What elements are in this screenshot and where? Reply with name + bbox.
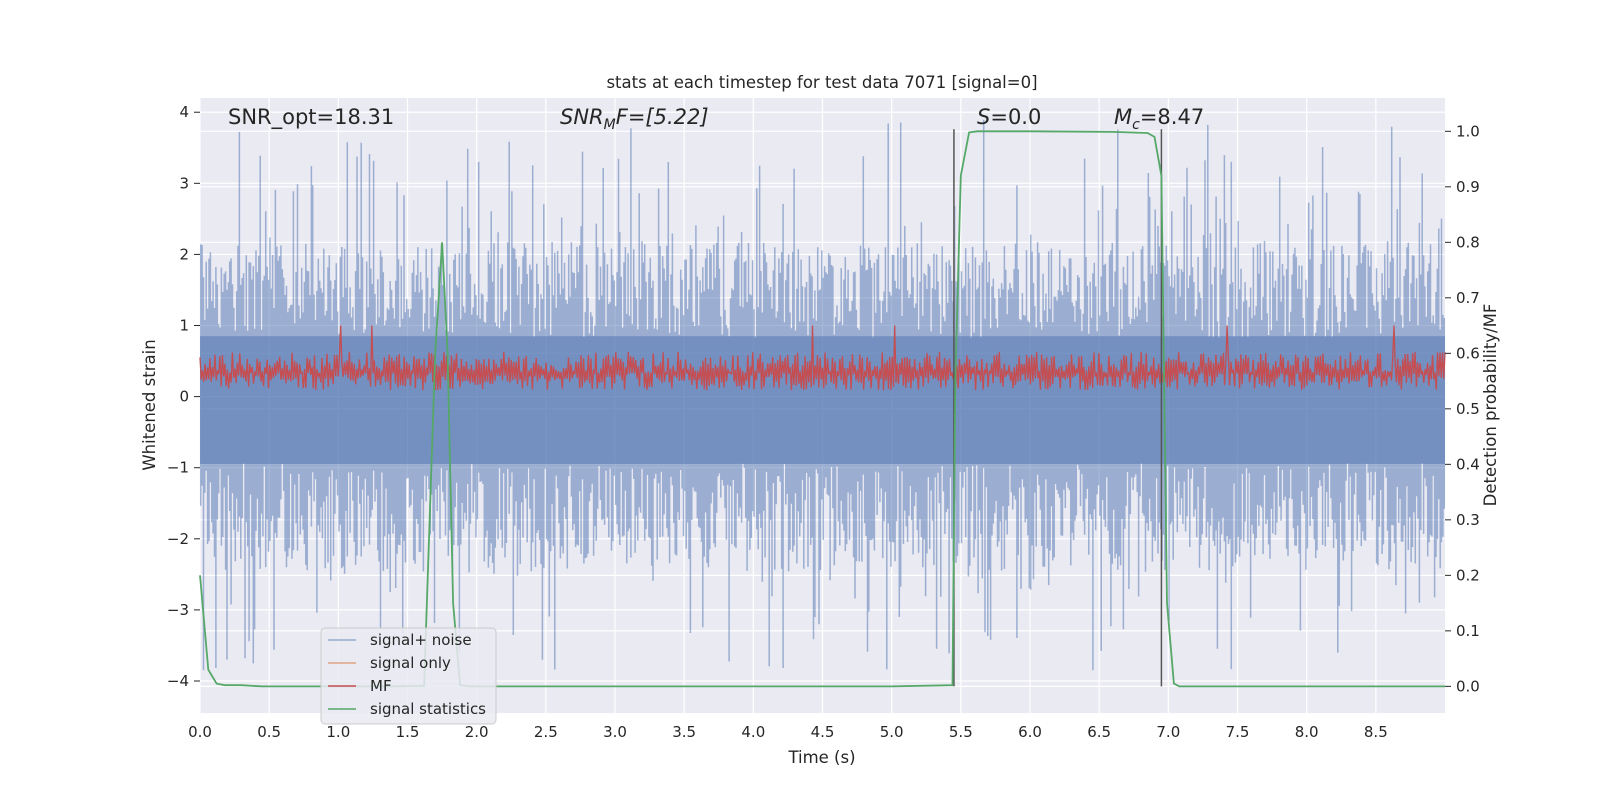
- y-tick-label-right: 0.3: [1456, 511, 1480, 529]
- s-annotation: S=0.0: [977, 105, 1041, 129]
- signal-statistics-series: [199, 130, 1445, 688]
- x-axis-label: Time (s): [787, 748, 855, 767]
- y-tick-label-right: 0.7: [1456, 289, 1480, 307]
- x-tick-label: 2.0: [465, 723, 489, 741]
- x-tick-label: 0.0: [188, 723, 212, 741]
- x-tick-label: 1.5: [396, 723, 420, 741]
- mf-trace: [199, 325, 1446, 391]
- y-tick-label-right: 0.9: [1456, 178, 1480, 196]
- y-tick-label-right: 0.4: [1456, 455, 1480, 473]
- left-y-axis-ticks: −4 −3 −2 −1 0 1 2 3 4: [167, 103, 200, 690]
- s-value: =0.0: [990, 105, 1041, 129]
- x-tick-label: 2.5: [534, 723, 558, 741]
- mc-value: =8.47: [1140, 105, 1204, 129]
- mc-annotation: Mc=8.47: [1114, 105, 1204, 133]
- x-tick-label: 1.0: [326, 723, 350, 741]
- y-tick-label-left: −2: [167, 530, 189, 548]
- right-y-axis-ticks: 0.0 0.1 0.2 0.3 0.4 0.5 0.6 0.7 0.8 0.9 1.0: [1445, 122, 1480, 695]
- y-tick-label-left: −1: [167, 459, 189, 477]
- x-tick-label: 0.5: [257, 723, 281, 741]
- legend-label-signal-noise: signal+ noise: [370, 631, 472, 649]
- mf-series: [199, 325, 1446, 391]
- chart-title: stats at each timestep for test data 707…: [606, 73, 1037, 92]
- signal-statistics-line: [199, 130, 1445, 688]
- y-tick-label-right: 1.0: [1456, 122, 1480, 140]
- y-tick-label-right: 0.5: [1456, 400, 1480, 418]
- left-y-axis-label: Whitened strain: [140, 339, 159, 470]
- snr-opt-annotation: SNR_opt=18.31: [228, 105, 394, 130]
- x-tick-label: 8.5: [1364, 723, 1388, 741]
- signal-noise-core: [200, 336, 1445, 465]
- x-tick-label: 7.0: [1156, 723, 1180, 741]
- mc-subscript: c: [1132, 117, 1140, 133]
- legend-label-signal-statistics: signal statistics: [370, 700, 486, 718]
- legend-box: [320, 627, 497, 725]
- x-tick-label: 8.0: [1295, 723, 1319, 741]
- snr-mf-symbol: SNR: [560, 105, 604, 129]
- y-tick-label-left: 4: [179, 103, 189, 121]
- y-tick-label-right: 0.2: [1456, 566, 1480, 584]
- x-tick-label: 5.0: [880, 723, 904, 741]
- y-tick-label-right: 0.8: [1456, 233, 1480, 251]
- y-tick-label-left: 0: [179, 388, 189, 406]
- x-tick-label: 3.0: [603, 723, 627, 741]
- signal-noise-series: [199, 119, 1446, 671]
- x-tick-label: 5.5: [949, 723, 973, 741]
- mc-symbol: M: [1114, 105, 1132, 129]
- legend: signal+ noise signal only MF signal stat…: [320, 627, 497, 725]
- right-y-axis-label: Detection probability/MF: [1481, 304, 1500, 507]
- x-tick-label: 7.5: [1226, 723, 1250, 741]
- s-symbol: S: [977, 105, 990, 129]
- snr-mf-annotation: SNRMF=[5.22]: [560, 105, 709, 133]
- y-tick-label-right: 0.6: [1456, 344, 1480, 362]
- x-tick-label: 3.5: [672, 723, 696, 741]
- y-tick-label-left: 3: [179, 174, 189, 192]
- y-tick-label-left: −3: [167, 601, 189, 619]
- x-tick-label: 4.5: [811, 723, 835, 741]
- legend-label-signal-only: signal only: [370, 654, 451, 672]
- x-tick-label: 4.0: [741, 723, 765, 741]
- y-tick-label-left: 1: [179, 317, 189, 335]
- y-tick-label-right: 0.0: [1456, 677, 1480, 695]
- x-axis-ticks: 0.0 0.5 1.0 1.5 2.0 2.5 3.0 3.5 4.0 4.5 5.0 5.5 6.0 6…: [188, 723, 1388, 741]
- y-tick-label-right: 0.1: [1456, 622, 1480, 640]
- snr-mf-subscript: M: [604, 117, 616, 133]
- y-tick-label-left: 2: [179, 245, 189, 263]
- y-tick-label-left: −4: [167, 672, 189, 690]
- x-tick-label: 6.5: [1087, 723, 1111, 741]
- snr-mf-value: F=[5.22]: [616, 105, 709, 129]
- x-tick-label: 6.0: [1018, 723, 1042, 741]
- legend-label-mf: MF: [370, 677, 392, 695]
